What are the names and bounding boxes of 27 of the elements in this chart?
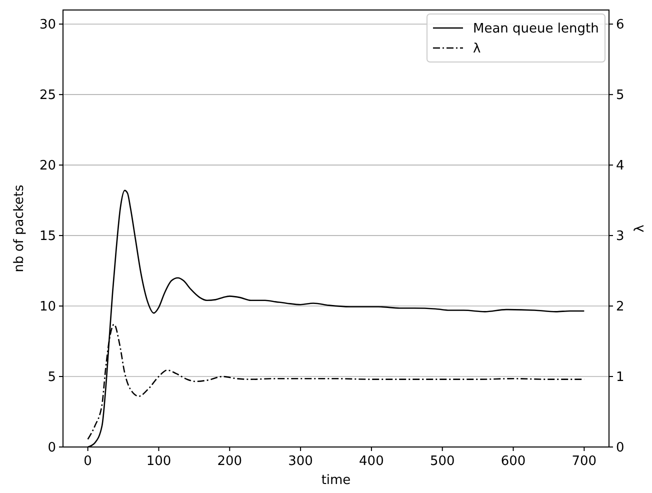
x-tick-label: 600 xyxy=(500,454,526,469)
legend-label: λ xyxy=(473,42,481,56)
x-tick-label: 500 xyxy=(430,454,455,469)
x-tick-label: 100 xyxy=(146,454,172,469)
y2-tick-label: 0 xyxy=(616,440,624,456)
x-tick-label: 300 xyxy=(288,454,313,469)
y2-tick-label: 1 xyxy=(616,370,624,386)
y2-tick-label: 2 xyxy=(616,300,624,315)
x-axis-title: time xyxy=(321,473,351,488)
x-tick-label: 200 xyxy=(217,454,242,469)
legend-label: Mean queue length xyxy=(473,22,599,36)
y2-tick-label: 3 xyxy=(616,229,624,244)
y-tick-label: 30 xyxy=(39,18,56,33)
x-tick-label: 400 xyxy=(359,454,384,469)
y2-tick-label: 4 xyxy=(616,158,624,174)
y-tick-label: 20 xyxy=(39,158,56,174)
y-tick-label: 25 xyxy=(39,88,56,104)
y2-tick-label: 5 xyxy=(616,88,624,104)
y-tick-label: 15 xyxy=(39,229,56,244)
y-axis-title: nb of packets xyxy=(12,184,27,272)
y2-tick-label: 6 xyxy=(616,18,624,33)
y-tick-label: 10 xyxy=(39,300,56,315)
x-tick-label: 0 xyxy=(84,454,92,469)
x-tick-label: 700 xyxy=(572,454,597,469)
y-tick-label: 0 xyxy=(48,440,56,456)
y-tick-label: 5 xyxy=(48,370,56,386)
y2-axis-title: λ xyxy=(632,224,648,232)
